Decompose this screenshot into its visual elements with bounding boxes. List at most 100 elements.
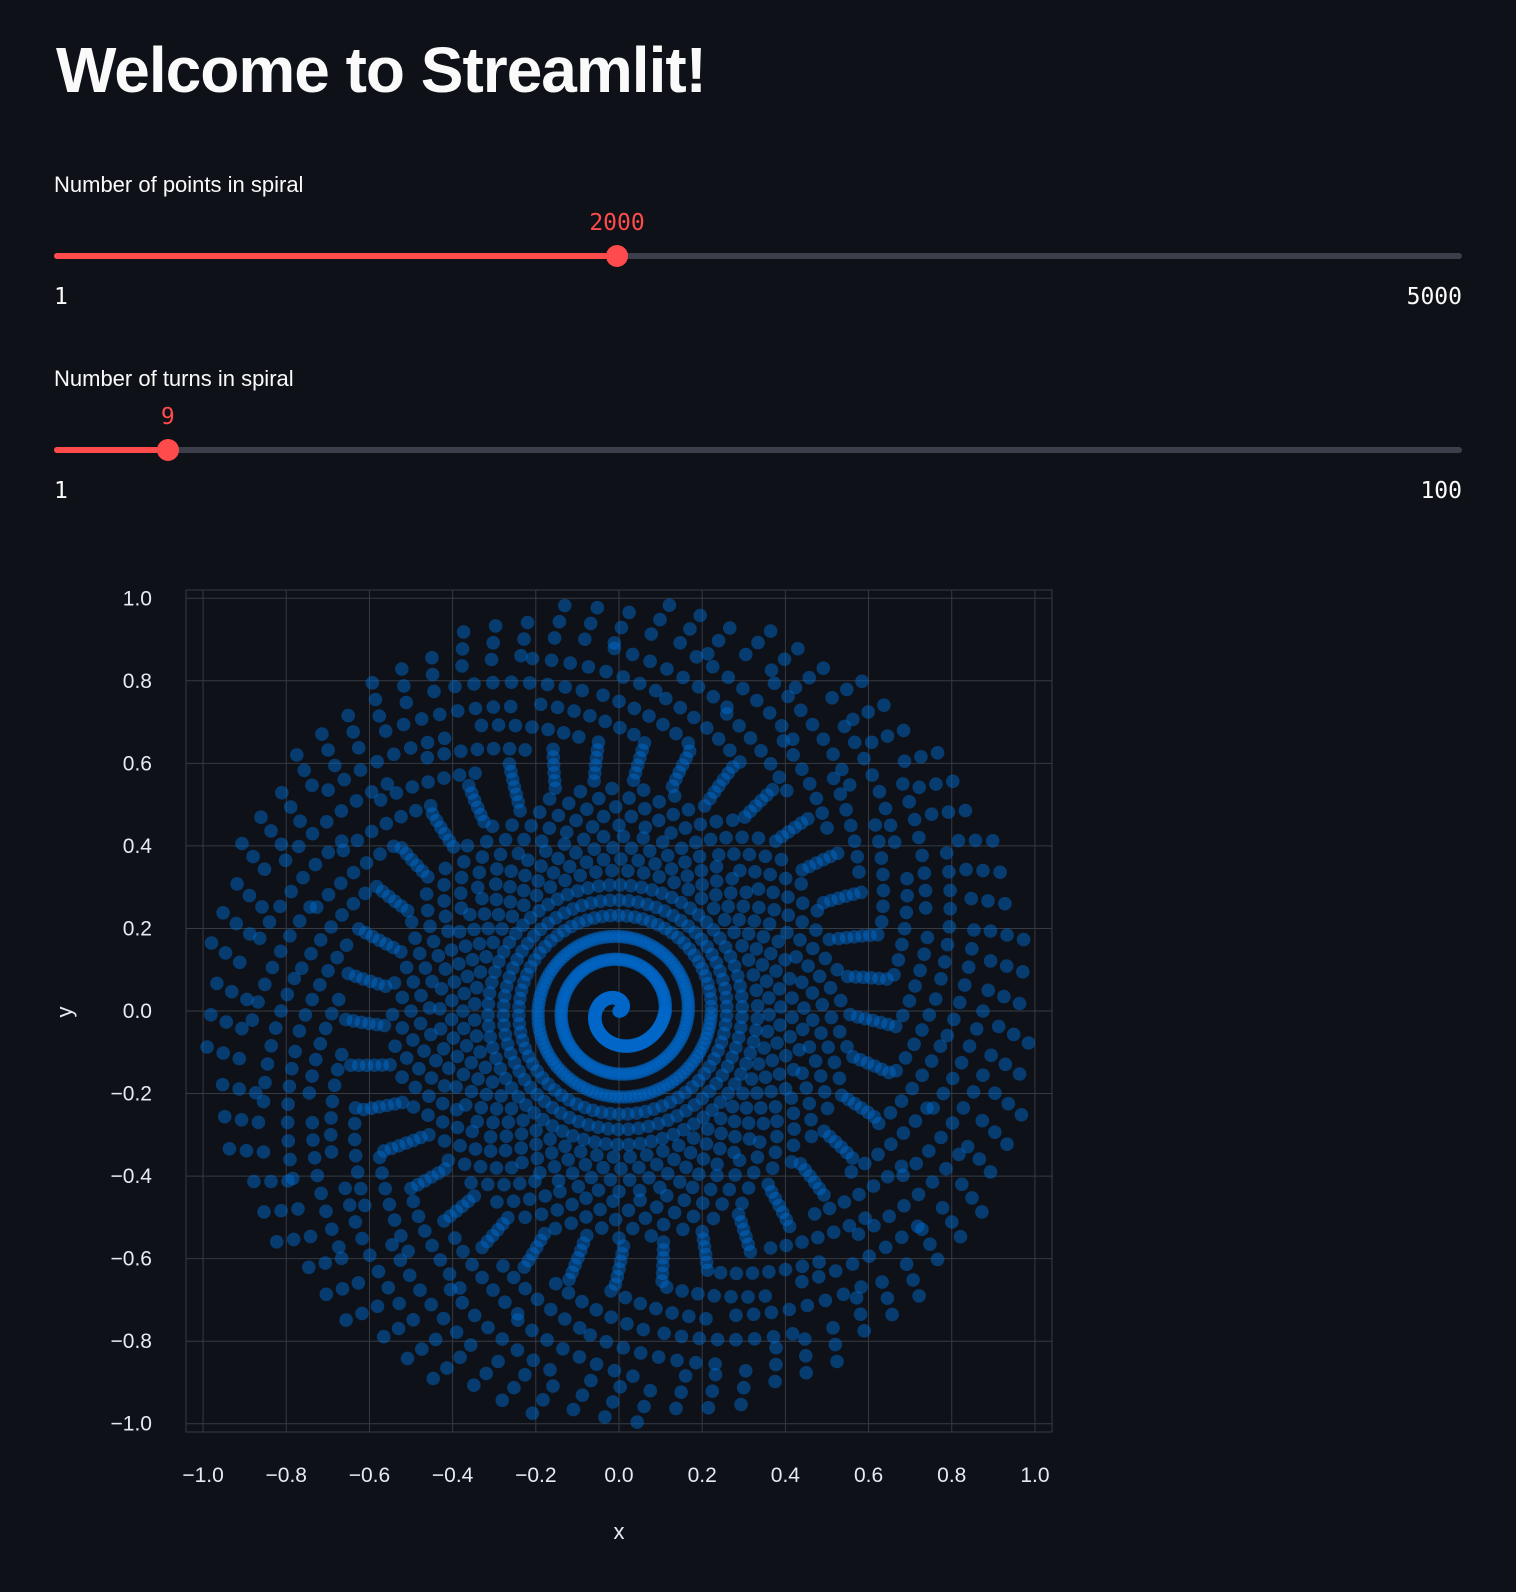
spiral-point: [705, 659, 720, 674]
slider-turns-value: 9: [160, 404, 175, 430]
spiral-point: [298, 1008, 313, 1022]
spiral-point: [725, 1099, 740, 1114]
spiral-point: [376, 1329, 391, 1344]
spiral-point: [486, 935, 501, 950]
spiral-point: [962, 1039, 977, 1053]
spiral-point: [550, 700, 565, 715]
spiral-point: [386, 839, 401, 854]
spiral-point: [437, 771, 451, 785]
spiral-point: [541, 722, 555, 737]
spiral-point: [998, 896, 1012, 911]
spiral-point: [724, 886, 738, 900]
spiral-point: [883, 1106, 898, 1120]
spiral-point: [394, 809, 408, 824]
spiral-point: [235, 836, 249, 851]
spiral-point: [371, 1264, 386, 1279]
spiral-point: [693, 608, 707, 623]
spiral-point: [621, 1122, 636, 1137]
spiral-point: [754, 744, 768, 758]
spiral-point: [396, 717, 411, 732]
spiral-point: [576, 1132, 591, 1147]
spiral-point: [457, 986, 472, 1001]
spiral-point: [770, 1036, 784, 1050]
spiral-point: [699, 1137, 714, 1151]
spiral-point: [245, 1013, 260, 1027]
x-tick-label: 0.2: [688, 1464, 717, 1487]
spiral-point: [595, 1221, 609, 1235]
spiral-point: [832, 1024, 847, 1039]
spiral-point: [442, 1267, 457, 1281]
spiral-point: [945, 1116, 960, 1130]
spiral-point: [714, 1126, 728, 1141]
spiral-point: [765, 1161, 780, 1175]
spiral-point: [425, 1238, 439, 1253]
spiral-point: [774, 1000, 788, 1014]
spiral-point: [900, 871, 914, 886]
spiral-point: [609, 800, 623, 814]
spiral-point: [477, 907, 492, 921]
spiral-point: [464, 1055, 479, 1070]
y-tick-label: 0.8: [123, 670, 152, 693]
slider-turns-track[interactable]: [54, 447, 1462, 453]
spiral-point: [814, 1069, 828, 1083]
spiral-point: [517, 898, 531, 912]
spiral-point: [404, 1181, 418, 1196]
spiral-point: [530, 1151, 545, 1166]
spiral-point: [606, 1150, 621, 1164]
spiral-point: [908, 1114, 923, 1128]
spiral-point: [318, 1021, 333, 1036]
spiral-point: [748, 865, 762, 879]
slider-turns-thumb[interactable]: [156, 439, 179, 461]
spiral-point: [399, 1051, 414, 1065]
spiral-point: [406, 975, 421, 989]
spiral-point: [772, 1067, 787, 1081]
spiral-point: [644, 1229, 659, 1243]
spiral-point: [887, 968, 901, 982]
slider-turns-control[interactable]: 9: [54, 394, 1462, 461]
spiral-point: [880, 729, 895, 743]
spiral-point: [499, 1129, 514, 1143]
spiral-point: [711, 633, 726, 648]
spiral-point: [614, 852, 628, 866]
spiral-point: [264, 1039, 279, 1053]
spiral-point: [707, 1289, 721, 1303]
spiral-point: [638, 1211, 653, 1225]
slider-points-thumb[interactable]: [606, 245, 629, 267]
spiral-point: [596, 852, 611, 867]
spiral-point: [896, 777, 910, 791]
spiral-point: [915, 848, 929, 863]
spiral-point: [830, 846, 845, 861]
spiral-point: [664, 826, 678, 840]
spiral-point: [649, 1301, 663, 1316]
spiral-point: [741, 1116, 756, 1130]
spiral-point: [558, 598, 572, 613]
spiral-point: [592, 791, 606, 806]
spiral-point: [479, 834, 494, 849]
spiral-point: [520, 615, 535, 630]
spiral-point: [321, 964, 335, 978]
spiral-point: [712, 848, 726, 862]
spiral-point: [467, 1378, 481, 1392]
spiral-point: [265, 960, 280, 975]
spiral-point: [673, 1175, 687, 1189]
spiral-point: [389, 786, 404, 800]
spiral-point: [351, 741, 366, 755]
spiral-point: [729, 1266, 744, 1281]
spiral-point: [727, 1114, 742, 1129]
spiral-point: [952, 1147, 966, 1162]
slider-points-track[interactable]: [54, 253, 1462, 259]
spiral-point: [791, 641, 805, 656]
y-tick-label: 0.0: [123, 1000, 152, 1023]
spiral-point: [310, 1168, 325, 1183]
spiral-point: [578, 632, 592, 646]
spiral-point: [283, 1152, 297, 1167]
spiral-point: [591, 879, 606, 893]
spiral-point: [379, 816, 394, 831]
x-tick-label: 0.4: [771, 1464, 801, 1487]
spiral-point: [750, 1150, 765, 1164]
spiral-point: [656, 1217, 671, 1232]
spiral-point: [607, 636, 622, 650]
slider-points-control[interactable]: 2000: [54, 200, 1462, 267]
spiral-point: [636, 1322, 651, 1337]
spiral-point: [652, 813, 666, 828]
